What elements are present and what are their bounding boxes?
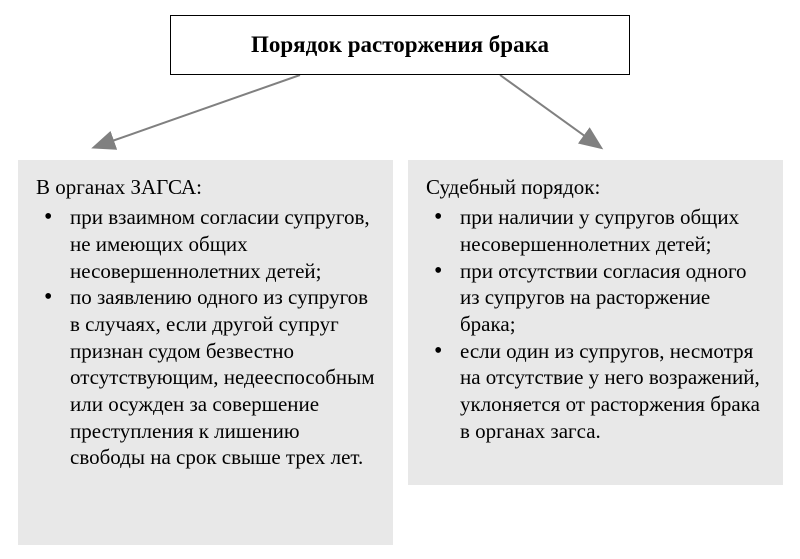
list-item: при взаимном согласии супругов, не имеющ…: [36, 204, 375, 284]
arrow-left: [95, 75, 300, 147]
title-box: Порядок расторжения брака: [170, 15, 630, 75]
list-item: по заявлению одного из супругов в случая…: [36, 284, 375, 471]
left-bullet-list: при взаимном согласии супругов, не имеющ…: [36, 204, 375, 471]
right-content-box: Судебный порядок: при наличии у супругов…: [408, 160, 783, 485]
left-box-header: В органах ЗАГСА:: [36, 174, 375, 200]
arrows-container: [0, 75, 800, 160]
list-item: при наличии у супругов общих несовершенн…: [426, 204, 765, 257]
branch-arrows: [0, 75, 800, 160]
left-content-box: В органах ЗАГСА: при взаимном согласии с…: [18, 160, 393, 545]
list-item: при отсутствии согласия одного из супруг…: [426, 258, 765, 338]
arrow-right: [500, 75, 600, 147]
right-bullet-list: при наличии у супругов общих несовершенн…: [426, 204, 765, 444]
list-item: если один из супругов, несмотря на отсут…: [426, 338, 765, 445]
right-box-header: Судебный порядок:: [426, 174, 765, 200]
diagram-title: Порядок расторжения брака: [251, 32, 549, 58]
